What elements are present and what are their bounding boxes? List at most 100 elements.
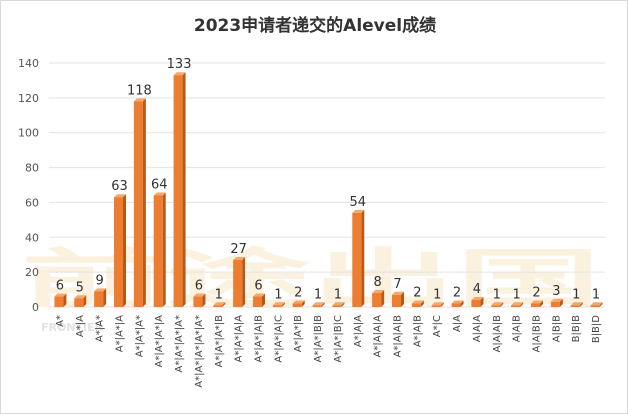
x-axis: A* A*|A A*|A* A*|A*|A A*|A*|A* A*|A*|A*|A A*|A… <box>55 315 602 388</box>
bar <box>173 72 186 307</box>
bar <box>570 302 583 307</box>
data-label: 1 <box>274 287 282 302</box>
bar <box>272 302 285 307</box>
x-tick-label: A|A|B|B <box>532 315 543 353</box>
bar <box>312 302 325 307</box>
x-tick-label: A*|C <box>432 315 443 337</box>
bar-top <box>213 302 226 306</box>
bar-side <box>440 302 444 307</box>
bar-top <box>114 194 126 198</box>
x-tick-label: A*|A*|A*|A <box>154 315 165 368</box>
bar-face <box>511 305 521 307</box>
bar-side <box>480 297 484 307</box>
chart-title: 2023申请者递交的Alevel成绩 <box>194 15 436 36</box>
bar <box>372 290 385 307</box>
bar-face <box>213 305 223 307</box>
bars <box>54 72 603 307</box>
bar-top <box>451 300 464 304</box>
x-tick-label: A*|A <box>75 315 86 337</box>
bar-face <box>74 298 84 307</box>
bar-top <box>352 209 365 213</box>
bar-face <box>451 303 461 307</box>
bar-side <box>281 302 285 307</box>
bar-face <box>54 296 64 307</box>
x-tick-label: A*|A* <box>95 315 106 342</box>
x-tick-label: A*|A*|A*|A*|A* <box>194 315 205 388</box>
bar-face <box>550 301 560 307</box>
bar-top <box>173 72 186 76</box>
bar <box>233 256 246 307</box>
bar-side <box>202 293 206 307</box>
y-tick-label: 40 <box>25 231 39 244</box>
y-axis: 0 20 40 60 80 100 120 140 <box>18 57 39 314</box>
x-tick-label: A|B|B <box>551 315 562 342</box>
bar-top <box>332 302 345 306</box>
x-tick-label: A* <box>55 315 66 327</box>
bar-top <box>491 302 504 306</box>
x-tick-label: A*|A|B <box>412 315 423 347</box>
x-tick-label: A*|A*|A*|A* <box>174 315 185 372</box>
bar-side <box>341 302 345 307</box>
bar <box>550 298 563 307</box>
bar-top <box>133 98 146 102</box>
data-label: 4 <box>473 282 481 297</box>
y-tick-label: 20 <box>25 266 39 279</box>
data-label: 6 <box>254 279 262 294</box>
x-tick-label: A|A|A <box>472 315 483 342</box>
x-tick-label: A*|A*|A|B <box>254 315 265 363</box>
bar <box>332 302 345 307</box>
x-tick-label: A*|A|A|B <box>393 315 404 358</box>
data-label: 1 <box>572 287 580 302</box>
bar-side <box>401 291 404 307</box>
bar <box>133 98 146 307</box>
data-label: 133 <box>167 57 192 72</box>
data-label: 1 <box>592 287 600 302</box>
data-label: 1 <box>334 287 342 302</box>
x-tick-label: A|A <box>452 315 463 332</box>
bar-side <box>162 192 166 307</box>
bar-top <box>372 290 385 294</box>
bar <box>590 302 603 307</box>
bar <box>54 293 67 307</box>
bar-side <box>559 298 563 307</box>
bar <box>451 300 464 307</box>
data-label: 2 <box>453 286 461 301</box>
bar-side <box>361 209 365 307</box>
bar <box>114 194 126 307</box>
x-tick-label: A*|A*|B|B <box>313 315 324 363</box>
bar-top <box>411 300 424 304</box>
bar-face <box>94 291 104 307</box>
bar-side <box>262 293 265 307</box>
bar-face <box>411 303 421 307</box>
bar-face <box>531 303 540 307</box>
y-tick-label: 60 <box>25 196 39 209</box>
bar-top <box>253 293 265 297</box>
bar-face <box>392 294 401 307</box>
bar-side <box>301 300 305 307</box>
bar-top <box>193 293 206 297</box>
bar-face <box>352 212 362 307</box>
bar-face <box>193 296 203 307</box>
data-label: 2 <box>413 286 421 301</box>
x-tick-label: A*|A*|A|C <box>273 315 284 363</box>
y-tick-label: 120 <box>18 92 39 105</box>
bar <box>491 302 504 307</box>
bar-top <box>471 297 484 301</box>
bar-top <box>272 302 285 306</box>
bar-side <box>63 293 67 307</box>
bar <box>531 300 543 307</box>
bar-side <box>460 300 464 307</box>
bar-face <box>590 305 600 307</box>
bar-side <box>142 98 146 307</box>
data-label: 6 <box>56 279 64 294</box>
bar <box>153 192 166 307</box>
data-label: 63 <box>111 179 128 194</box>
y-tick-label: 0 <box>32 301 39 314</box>
bar-side <box>420 300 424 307</box>
x-tick-label: A*|A|A|A <box>373 315 384 358</box>
bar-face <box>471 300 481 307</box>
data-label: 6 <box>195 279 203 294</box>
x-tick-label: A*|A|A <box>353 315 364 347</box>
